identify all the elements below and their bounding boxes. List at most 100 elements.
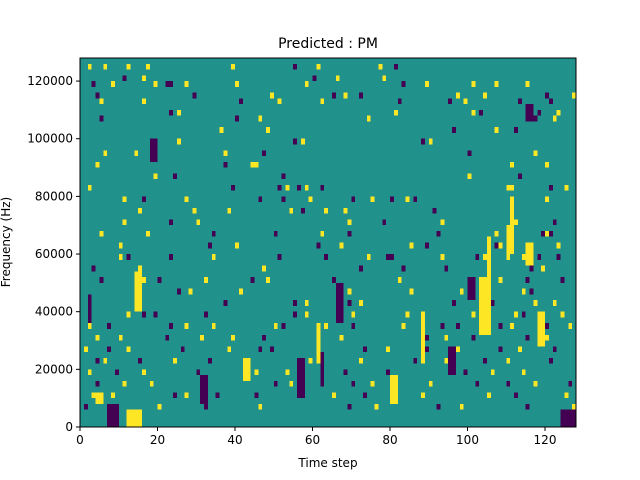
heatmap-cell [169, 219, 174, 226]
heatmap-cell [467, 150, 472, 157]
heatmap-cell [390, 375, 398, 404]
heatmap-cell [564, 184, 569, 191]
heatmap-cell [459, 403, 464, 410]
heatmap-cell [521, 288, 526, 295]
heatmap-cell [347, 403, 352, 410]
heatmap-cell [204, 311, 208, 318]
heatmap-cell [448, 346, 456, 376]
heatmap-cell [331, 277, 336, 283]
heatmap-cell [111, 392, 115, 399]
heatmap-cell [254, 161, 259, 168]
heatmap-cell [432, 207, 437, 214]
heatmap-cell [281, 173, 286, 180]
heatmap-cell [552, 115, 557, 122]
heatmap-cell [471, 109, 476, 116]
heatmap-cell [200, 375, 208, 404]
heatmap-cell [424, 334, 429, 341]
heatmap-cell [548, 98, 553, 105]
heatmap-cell [238, 98, 243, 105]
heatmap-cell [118, 254, 123, 260]
heatmap-cell [134, 271, 142, 312]
heatmap-cell [173, 357, 177, 364]
heatmap-cell [227, 346, 232, 353]
heatmap-cell [142, 277, 146, 283]
heatmap-cell [362, 346, 367, 353]
heatmap-cell [335, 282, 344, 324]
heatmap-cell [347, 288, 352, 295]
heatmap-cell [149, 138, 158, 162]
heatmap-cell [494, 81, 499, 87]
heatmap-cell [506, 254, 511, 260]
heatmap-cell [498, 323, 503, 329]
heatmap-cell [448, 98, 453, 105]
heatmap-cell [463, 369, 468, 376]
heatmap-cell [397, 98, 402, 105]
heatmap-cell [91, 392, 96, 399]
heatmap-cell [254, 392, 259, 399]
heatmap-cell [545, 92, 549, 99]
heatmap-cell [463, 98, 468, 105]
heatmap-cell [428, 138, 433, 145]
heatmap-cell [250, 161, 255, 168]
heatmap-cell [266, 127, 270, 133]
heatmap-cell [514, 311, 518, 318]
heatmap-cell [126, 346, 131, 353]
heatmap-cell [440, 323, 445, 329]
heatmap-cell [552, 219, 557, 226]
heatmap-cell [401, 81, 406, 87]
heatmap-cell [304, 184, 309, 191]
heatmap-cell [138, 265, 143, 272]
heatmap-cell [192, 92, 197, 99]
heatmap-cell [176, 288, 181, 295]
heatmap-cell [475, 254, 480, 260]
heatmap-cell [142, 311, 146, 318]
heatmap-cell [231, 334, 236, 341]
heatmap-cell [118, 334, 123, 341]
heatmap-cell [87, 63, 92, 70]
heatmap-cell [277, 254, 282, 260]
heatmap-cell [390, 196, 394, 203]
heatmap-cell [572, 92, 577, 99]
heatmap-cell [142, 75, 146, 82]
heatmap-cell [444, 334, 449, 341]
heatmap-cell [126, 254, 131, 260]
heatmap-cell [424, 242, 429, 249]
heatmap-cell [378, 63, 383, 70]
heatmap-cell [483, 92, 487, 99]
heatmap-cell [87, 294, 92, 324]
heatmap-cell [347, 300, 352, 306]
heatmap-cell [521, 254, 526, 260]
chart-title: Predicted : PM [278, 36, 378, 52]
x-tick-label: 0 [76, 433, 84, 447]
heatmap-cell [517, 173, 522, 180]
heatmap-cell [153, 81, 158, 87]
heatmap-cell [235, 81, 239, 87]
heatmap-cell [238, 288, 243, 295]
heatmap-cell [99, 277, 104, 283]
heatmap-cell [180, 346, 185, 353]
heatmap-cell [95, 161, 100, 168]
heatmap-cell [320, 230, 325, 237]
heatmap-cell [184, 81, 189, 87]
heatmap-cell [521, 311, 526, 318]
heatmap-cell [99, 115, 104, 122]
heatmap-cell [525, 334, 530, 341]
heatmap-cell [242, 357, 251, 381]
heatmap-cell [153, 173, 158, 180]
heatmap-cell [471, 81, 476, 87]
heatmap-cell [184, 323, 189, 329]
heatmap-cell [134, 150, 139, 157]
heatmap-cell [510, 184, 515, 191]
heatmap-cell [157, 403, 162, 410]
heatmap-cell [560, 277, 565, 283]
heatmap-cell [359, 357, 363, 364]
heatmap-cell [428, 380, 433, 387]
heatmap-cell [285, 369, 290, 376]
heatmap-cell [281, 196, 286, 203]
heatmap-cell [142, 98, 146, 105]
heatmap-cell [215, 392, 220, 399]
x-tick-label: 100 [456, 433, 479, 447]
y-tick-label: 40000 [35, 305, 73, 319]
heatmap-cell [320, 98, 325, 105]
heatmap-cell [506, 357, 511, 364]
